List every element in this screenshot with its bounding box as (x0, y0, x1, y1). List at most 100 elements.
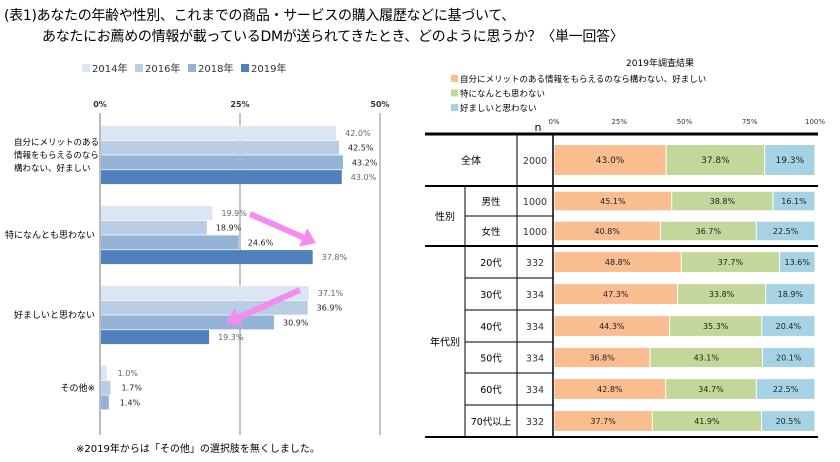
highlight-arrow-icon (226, 287, 302, 327)
stacked-bar-segment (554, 411, 652, 431)
stacked-bar-segment (554, 145, 666, 175)
highlight-arrow-icon (248, 211, 316, 247)
segment-label: 41.9% (694, 417, 720, 426)
stacked-bar-segment (756, 379, 815, 399)
data-label: 37.1% (318, 289, 344, 298)
segment-label: 37.8% (701, 156, 730, 166)
stacked-bar-table-chart: 2019年調査結果自分にメリットのある情報をもらえるのなら構わない、好ましい特に… (425, 57, 825, 438)
data-label: 37.8% (322, 253, 348, 262)
segment-label: 47.3% (603, 290, 629, 299)
row-label: 30代 (480, 290, 502, 301)
legend-swatch (135, 64, 143, 72)
x-tick-label: 100% (805, 118, 825, 126)
data-label: 19.3% (218, 333, 244, 342)
arrow-head (299, 228, 316, 247)
segment-label: 33.8% (709, 290, 735, 299)
segment-label: 18.9% (778, 290, 804, 299)
legend-label: 自分にメリットのある情報をもらえるのなら構わない、好ましい (460, 74, 706, 85)
bar-2018-3 (101, 395, 109, 410)
legend-label: 好ましいと思わない (460, 103, 537, 114)
stacked-bar-segment (765, 145, 815, 175)
legend-swatch (451, 104, 458, 111)
data-label: 42.0% (345, 129, 371, 138)
stacked-bar-segment (660, 221, 756, 241)
row-label: 男性 (481, 196, 501, 208)
bar-2018-0 (101, 155, 343, 170)
legend-label: 2018年 (198, 62, 233, 75)
legend-swatch (82, 64, 90, 72)
segment-label: 48.8% (605, 258, 631, 267)
segment-label: 35.3% (703, 322, 729, 331)
legend-label: 2014年 (92, 62, 127, 75)
legend-swatch (451, 89, 458, 97)
bar-2018-1 (101, 235, 239, 250)
segment-label: 22.5% (773, 385, 799, 394)
row-label: 60代 (480, 385, 502, 396)
legend-label: 2016年 (145, 62, 180, 75)
bar-2018-2 (101, 315, 275, 330)
row-label: 40代 (480, 322, 502, 333)
stacked-bar-segment (681, 252, 780, 272)
segment-label: 37.7% (590, 417, 616, 426)
bar-2016-0 (101, 140, 339, 155)
title-line-2: あなたにお薦めの情報が載っているDMが送られてきたとき、どのように思うか？〈単一… (42, 29, 624, 45)
category-label: 好ましいと思わない (14, 309, 95, 321)
arrow-head (226, 308, 243, 327)
data-label: 1.0% (118, 369, 139, 378)
segment-label: 34.7% (698, 385, 724, 394)
group-label: 年代別 (430, 336, 460, 349)
stacked-bar-segment (773, 191, 815, 211)
arrow-shaft (248, 211, 305, 241)
segment-label: 36.8% (589, 354, 615, 363)
x-tick-label: 50% (370, 100, 389, 109)
segment-label: 43.0% (596, 156, 625, 166)
x-tick-label: 75% (742, 118, 758, 126)
stacked-bar-segment (652, 411, 762, 431)
segment-label: 43.1% (694, 354, 720, 363)
stacked-bar-segment (763, 347, 815, 368)
bar-2014-3 (101, 366, 107, 380)
segment-label: 40.8% (595, 227, 621, 236)
bar-2019-0 (101, 170, 342, 185)
stacked-bar-segment (554, 316, 670, 336)
segment-label: 20.5% (776, 417, 802, 426)
stacked-bar-segment (554, 379, 666, 399)
stacked-bar-segment (666, 379, 756, 399)
n-value: 334 (526, 322, 544, 333)
data-label: 42.5% (348, 144, 374, 153)
n-value: 2000 (523, 156, 547, 167)
stacked-bar-segment (666, 145, 765, 175)
category-label: 情報をもらえるのなら (14, 150, 99, 161)
legend-swatch (451, 75, 458, 82)
row-label: 70代以上 (471, 417, 512, 428)
chart-title: 2019年調査結果 (626, 57, 694, 69)
segment-label: 19.3% (776, 156, 805, 166)
n-value: 334 (526, 354, 544, 365)
segment-label: 45.1% (600, 197, 626, 206)
data-label: 1.4% (120, 398, 141, 407)
group-label: 性別 (435, 210, 455, 223)
data-label: 24.6% (248, 238, 274, 247)
data-label: 1.7% (122, 384, 143, 393)
n-value: 332 (526, 417, 544, 428)
category-label: 自分にメリットのある (14, 137, 99, 148)
group-label: 全体 (461, 154, 481, 167)
trend-bar-chart: 2014年 2016年 2018年 2019年 0% 25% 50% 自分にメリットのある情報… (5, 62, 390, 435)
n-value: 1000 (523, 197, 547, 208)
n-value: 334 (526, 385, 544, 396)
stacked-bar-segment (554, 347, 650, 368)
x-tick-label: 25% (230, 100, 249, 109)
bar-2014-0 (101, 126, 337, 140)
legend-swatch (241, 64, 249, 72)
data-label: 43.0% (351, 173, 377, 182)
bar-2019-1 (101, 250, 313, 265)
stacked-bar-segment (672, 191, 773, 211)
data-label: 18.9% (216, 224, 242, 233)
segment-label: 37.7% (718, 258, 744, 267)
segment-label: 22.5% (773, 227, 799, 236)
stacked-bar-segment (756, 221, 815, 241)
footnote: ※2019年からは「その他」の選択肢を無くしました。 (76, 444, 320, 455)
segment-label: 13.6% (785, 258, 811, 267)
x-tick-label: 0% (93, 100, 107, 109)
